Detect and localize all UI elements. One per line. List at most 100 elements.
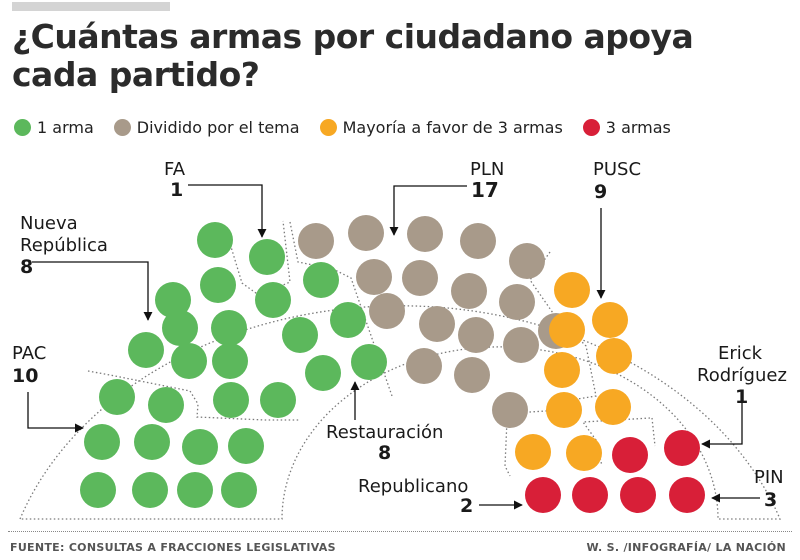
label-pac-count: 10 — [12, 365, 38, 387]
legend-item-1-arma: 1 arma — [14, 118, 94, 137]
seat-pac — [182, 429, 218, 465]
label-pln-count: 17 — [471, 178, 499, 202]
seat-republicano — [572, 477, 608, 513]
seat-nueva-república — [155, 282, 191, 318]
seat-erick-rodríguez — [664, 430, 700, 466]
legend-item-3-armas: 3 armas — [582, 117, 671, 137]
label-leaders — [27, 184, 760, 510]
seat-restauración — [255, 282, 291, 318]
seat-pusc — [546, 392, 582, 428]
seat-pusc — [554, 272, 590, 308]
label-republicano-name: Republicano — [358, 476, 468, 497]
seat-fa — [249, 239, 285, 275]
seat-pac — [221, 472, 257, 508]
seat-pln — [407, 216, 443, 252]
seat-pac — [84, 424, 120, 460]
hemicycle-outline — [19, 305, 781, 520]
leader-erick — [701, 402, 743, 449]
leader-pac — [27, 392, 84, 433]
seat-pln — [460, 223, 496, 259]
divider-erick — [651, 417, 656, 447]
seat-pusc — [549, 312, 585, 348]
footer-credit: W. S. /INFOGRAFÍA/ LA NACIÓN — [586, 541, 786, 554]
label-fa-count: 1 — [170, 179, 183, 201]
seat-pac — [228, 428, 264, 464]
label-nr-count: 8 — [20, 256, 33, 278]
label-restauracion-name: Restauración — [326, 422, 443, 443]
seat-pln — [499, 284, 535, 320]
chart-title: ¿Cuántas armas por ciudadano apoya cada … — [12, 17, 694, 94]
seat-pusc — [595, 389, 631, 425]
seat-restauración — [351, 344, 387, 380]
legend-label: 1 arma — [37, 117, 94, 137]
leader-nueva-republica — [32, 261, 153, 321]
label-nr-name-2: República — [20, 235, 108, 256]
label-erick-name-1: Erick — [718, 343, 763, 364]
divider-pac-nr — [87, 370, 300, 421]
seat-restauración — [303, 262, 339, 298]
label-fa-name: FA — [164, 159, 186, 180]
seat-pln — [369, 293, 405, 329]
legend-label: 3 armas — [605, 117, 671, 137]
label-pin-name: PIN — [754, 467, 784, 488]
seat-pac — [80, 472, 116, 508]
label-republicano-count: 2 — [460, 495, 473, 517]
seat-pin — [669, 477, 705, 513]
seat-pac — [132, 472, 168, 508]
seats — [80, 215, 705, 513]
seat-pin — [620, 477, 656, 513]
seat-pac — [134, 424, 170, 460]
leader-pln — [389, 185, 467, 236]
label-pusc-name: PUSC — [593, 159, 641, 180]
seat-nueva-república — [200, 267, 236, 303]
seat-pln — [458, 317, 494, 353]
label-erick-name-2: Rodríguez — [697, 365, 787, 386]
legend-swatch-taupe — [113, 118, 131, 136]
label-pin-count: 3 — [764, 489, 777, 511]
seat-restauración — [213, 382, 249, 418]
seat-pln — [356, 259, 392, 295]
seat-pln — [492, 392, 528, 428]
seat-restauración — [305, 355, 341, 391]
seat-pusc — [544, 352, 580, 388]
legend-label: Dividido por el tema — [136, 117, 300, 137]
seat-pusc — [515, 434, 551, 470]
footer-source: FUENTE: CONSULTAS A FRACCIONES LEGISLATI… — [10, 541, 336, 554]
legend-swatch-green — [14, 118, 31, 136]
seat-nueva-república — [211, 310, 247, 346]
label-pac-name: PAC — [12, 343, 46, 364]
seat-nueva-república — [162, 310, 198, 346]
seat-nueva-república — [171, 343, 207, 379]
seat-pln — [406, 348, 442, 384]
legend-item-mayoria: Mayoría a favor de 3 armas — [319, 117, 563, 137]
seat-pln — [454, 357, 490, 393]
seat-pln — [402, 260, 438, 296]
seat-pusc — [592, 302, 628, 338]
divider-nr-fa — [227, 236, 261, 297]
seat-restauración — [330, 302, 366, 338]
legend: 1 arma Dividido por el tema Mayoría a fa… — [14, 114, 691, 140]
seat-nueva-república — [212, 343, 248, 379]
seat-nueva-república — [197, 222, 233, 258]
footer-rule — [8, 531, 792, 532]
seat-pln — [451, 273, 487, 309]
legend-swatch-orange — [319, 118, 337, 136]
party-labels: FA 1 PLN 17 PUSC 9 Nueva República 8 PAC… — [12, 159, 787, 517]
legend-label: Mayoría a favor de 3 armas — [342, 117, 563, 137]
seat-pac — [148, 387, 184, 423]
seat-pln — [348, 215, 384, 251]
label-pln-name: PLN — [470, 159, 504, 180]
seat-restauración — [260, 382, 296, 418]
seat-pln — [503, 327, 539, 363]
seat-pin — [612, 437, 648, 473]
seat-pln — [509, 243, 545, 279]
seat-pusc — [566, 435, 602, 471]
seat-republicano — [525, 477, 561, 513]
top-rule — [12, 2, 170, 11]
leader-fa — [188, 184, 267, 238]
legend-item-dividido: Dividido por el tema — [113, 117, 300, 137]
seat-nueva-república — [128, 332, 164, 368]
label-restauracion-count: 8 — [378, 442, 391, 464]
seat-pac — [177, 472, 213, 508]
label-pusc-count: 9 — [594, 181, 607, 203]
